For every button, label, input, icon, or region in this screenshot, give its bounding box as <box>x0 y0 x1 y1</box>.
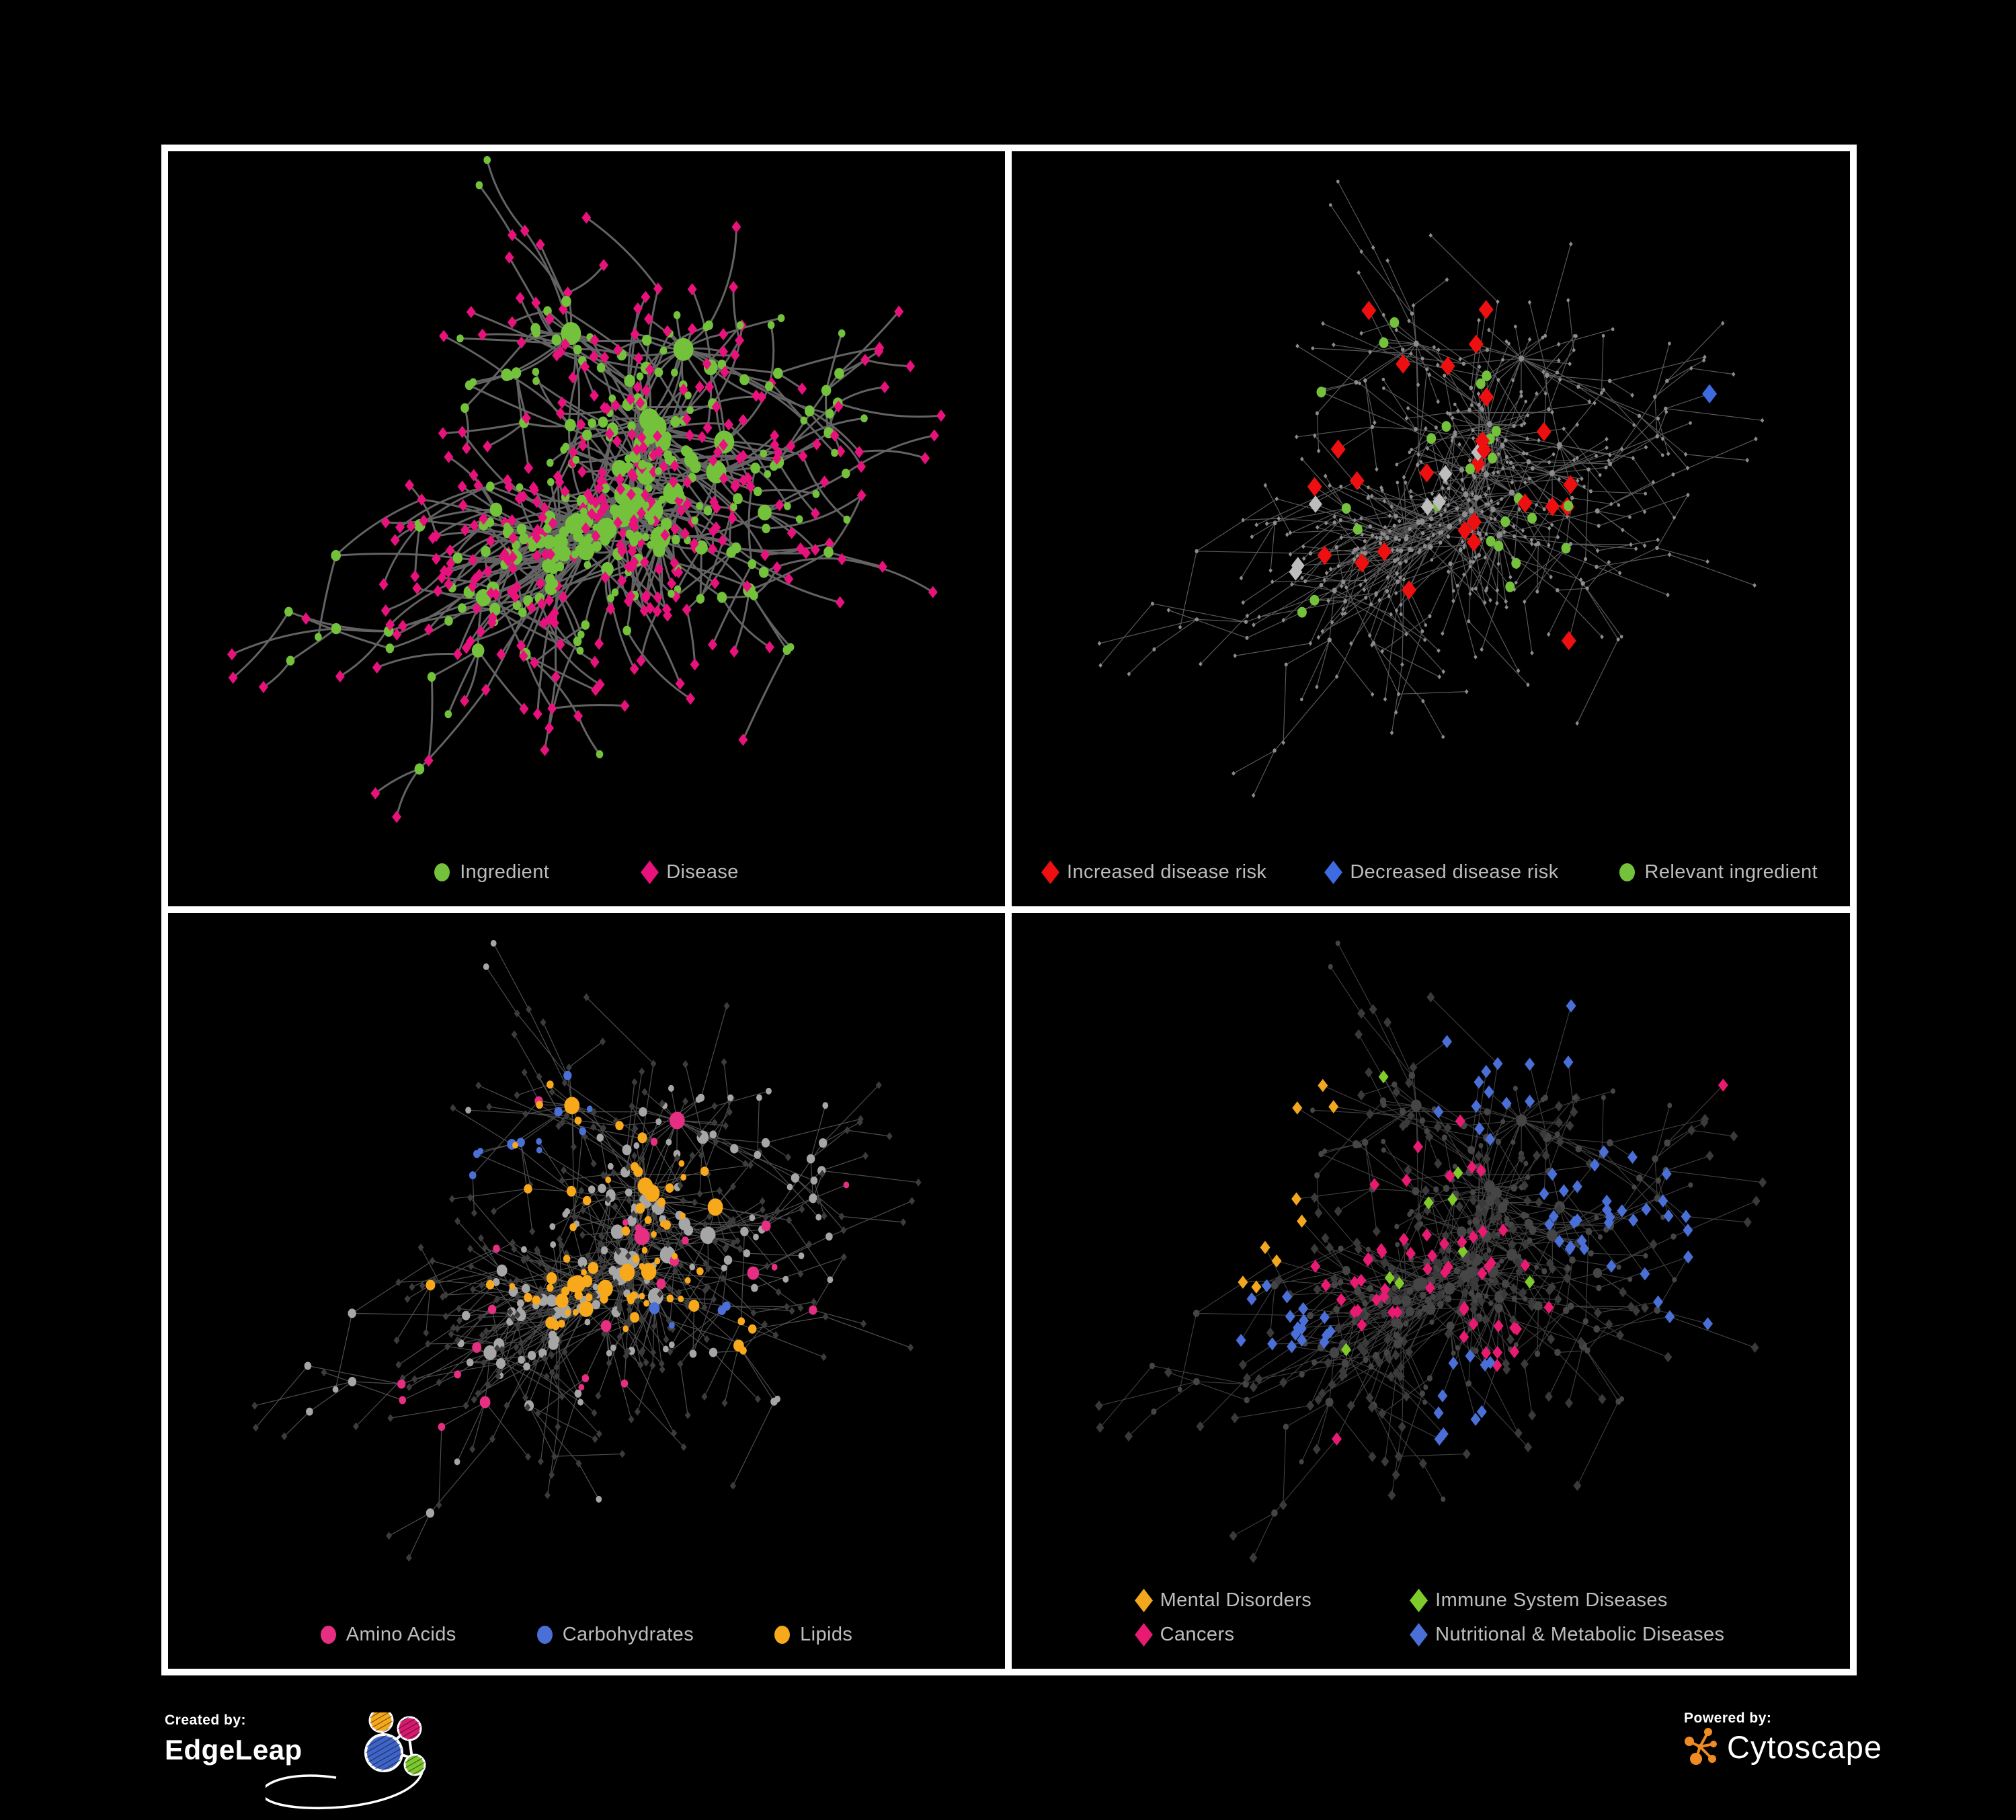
legend-label: Increased disease risk <box>1066 861 1267 883</box>
nodes-layer <box>227 156 946 824</box>
edgeleap-brand-text: EdgeLeap <box>165 1734 303 1766</box>
legend-item: Carbohydrates <box>536 1624 694 1646</box>
circle-swatch-icon <box>434 863 450 881</box>
legend-label: Relevant ingredient <box>1644 861 1818 883</box>
nodes-layer <box>1097 180 1765 798</box>
legend-item: Nutritional & Metabolic Diseases <box>1410 1623 1725 1647</box>
edgeleap-credit: Created by: EdgeLeap <box>165 1712 447 1813</box>
edgeleap-nodes <box>364 1712 426 1776</box>
highlight-nodes-layer <box>1289 300 1718 651</box>
edgeleap-swoosh <box>266 1760 424 1810</box>
legend-item: Amino Acids <box>320 1624 456 1646</box>
edges-layer <box>254 943 919 1558</box>
legend-item: Ingredient <box>434 861 549 883</box>
circle-swatch-icon <box>1619 863 1635 881</box>
legend-disease-risk: Increased disease risk Decreased disease … <box>1012 861 1850 884</box>
edges-layer <box>231 159 942 818</box>
legend-label: Immune System Diseases <box>1435 1589 1668 1611</box>
diamond-swatch-icon <box>1134 1623 1153 1647</box>
diamond-swatch-icon <box>1410 1589 1428 1612</box>
legend-item: Lipids <box>774 1624 852 1646</box>
circle-swatch-icon <box>320 1626 336 1644</box>
legend-label: Carbohydrates <box>562 1624 694 1645</box>
panel-ingredient-disease: Ingredient Disease <box>168 151 1005 906</box>
legend-item: Increased disease risk <box>1041 861 1267 884</box>
legend-compound-classes: Amino Acids Carbohydrates Lipids <box>168 1624 1005 1646</box>
circle-swatch-icon <box>774 1626 791 1644</box>
panel-disease-risk: Increased disease risk Decreased disease … <box>1012 151 1850 906</box>
legend-disease-classes: Mental Disorders Immune System Diseases Ca… <box>1012 1589 1850 1647</box>
created-by-label: Created by: <box>165 1712 247 1728</box>
nodes-layer <box>251 940 922 1562</box>
diamond-swatch-icon <box>1324 861 1343 884</box>
diamond-swatch-icon <box>1410 1623 1428 1647</box>
legend-item: Immune System Diseases <box>1410 1589 1724 1612</box>
cytoscape-brand-text: Cytoscape <box>1727 1729 1883 1765</box>
legend-label: Amino Acids <box>346 1624 456 1645</box>
legend-label: Mental Disorders <box>1160 1589 1312 1611</box>
network-ingredient-disease <box>227 156 946 824</box>
panel-disease-classes: Mental Disorders Immune System Diseases Ca… <box>1012 913 1850 1669</box>
network-disease-classes <box>1094 941 1767 1563</box>
edges-layer <box>1099 181 1763 796</box>
cytoscape-logo-icon <box>1685 1728 1717 1765</box>
powered-by-label: Powered by: <box>1684 1710 1772 1726</box>
network-disease-risk <box>1097 180 1765 798</box>
legend-label: Ingredient <box>460 861 550 883</box>
edgeleap-logo-icon <box>266 1712 426 1810</box>
network-compound-classes <box>251 940 922 1562</box>
legend-ingredient-disease: Ingredient Disease <box>168 861 1005 884</box>
legend-label: Cancers <box>1160 1624 1235 1645</box>
panel-compound-classes: Amino Acids Carbohydrates Lipids <box>168 913 1005 1669</box>
highlight-nodes-layer <box>397 1070 850 1431</box>
highlight-nodes-layer <box>1236 999 1728 1446</box>
cytoscape-credit: Powered by: Cytosc <box>1684 1710 1966 1791</box>
legend-item: Disease <box>641 861 739 884</box>
legend-item: Decreased disease risk <box>1324 861 1559 884</box>
legend-label: Disease <box>666 861 739 883</box>
legend-item: Relevant ingredient <box>1619 861 1818 883</box>
legend-item: Cancers <box>1134 1623 1312 1647</box>
legend-item: Mental Disorders <box>1134 1589 1312 1612</box>
edges-layer <box>1098 943 1763 1558</box>
circle-swatch-icon <box>536 1626 553 1644</box>
legend-label: Decreased disease risk <box>1350 861 1559 883</box>
diamond-swatch-icon <box>1041 861 1059 884</box>
legend-label: Nutritional & Metabolic Diseases <box>1435 1624 1725 1645</box>
diamond-swatch-icon <box>641 861 659 884</box>
legend-label: Lipids <box>800 1624 853 1645</box>
diamond-swatch-icon <box>1134 1589 1153 1612</box>
